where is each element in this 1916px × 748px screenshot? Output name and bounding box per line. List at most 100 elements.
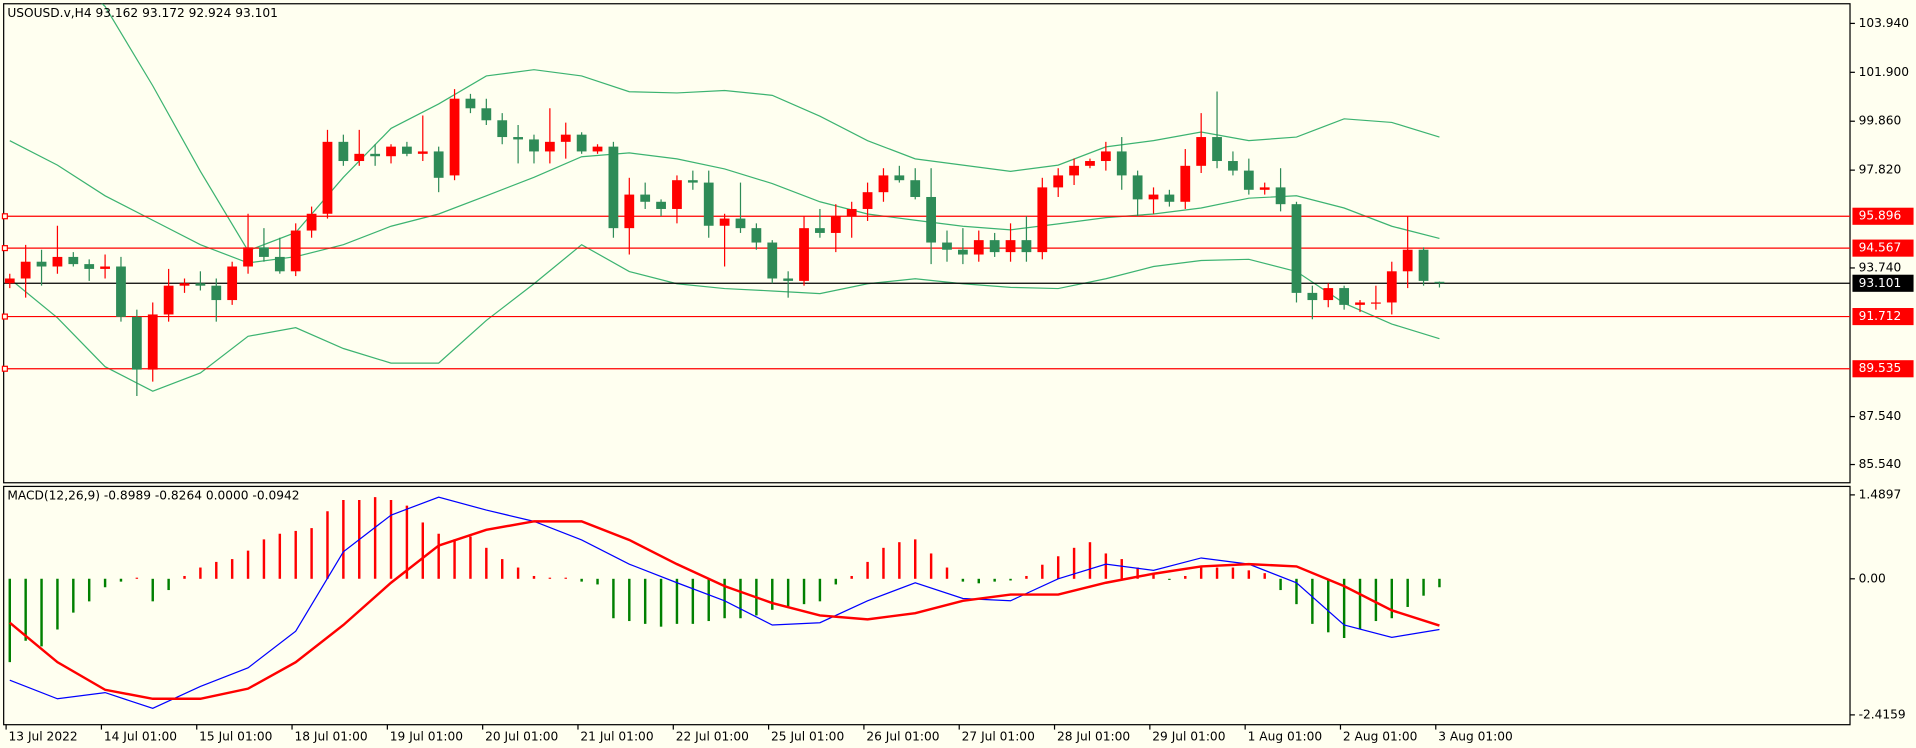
candle-body [815, 228, 825, 233]
y-tick-label: 99.860 [1859, 114, 1902, 128]
y-tick-label: 103.940 [1859, 16, 1909, 30]
candle-body [767, 242, 778, 279]
candle-body [179, 283, 190, 286]
candle-body [259, 247, 269, 257]
candle-body [1148, 194, 1159, 200]
x-tick-label: 3 Aug 01:00 [1438, 729, 1513, 743]
chart-title: USOUSD.v,H4 93.162 93.172 92.924 93.101 [7, 6, 278, 20]
level-label-box [1852, 207, 1914, 225]
candle-body [227, 266, 238, 301]
candle-body [751, 228, 762, 243]
main-plot [3, 3, 1851, 396]
candle-body [624, 194, 635, 229]
candle-body [1291, 204, 1302, 293]
candle-body [656, 201, 666, 209]
candle-body [4, 278, 15, 284]
x-tick-label: 14 Jul 01:00 [104, 729, 177, 743]
candle-body [719, 218, 730, 226]
bollinger-band [9, 243, 1440, 392]
candle-body [910, 180, 921, 197]
candle-body [1196, 137, 1207, 166]
candle-body [338, 141, 349, 162]
main-panel-frame [3, 3, 1851, 484]
candle-body [926, 196, 937, 243]
candle-body [211, 285, 222, 301]
y-tick-label: 101.900 [1859, 65, 1909, 79]
candle-body [306, 213, 317, 231]
y-tick-label: 85.540 [1859, 457, 1902, 471]
candle-body [529, 139, 539, 152]
candle-body [576, 134, 587, 152]
candle-body [417, 151, 428, 154]
candle-body [84, 264, 95, 269]
x-tick-label: 29 Jul 01:00 [1152, 729, 1225, 743]
candle-body [544, 141, 555, 152]
level-label: 94.567 [1859, 241, 1902, 255]
candle-body [147, 314, 158, 370]
level-label: 91.712 [1859, 309, 1902, 323]
candle-body [1164, 194, 1175, 202]
candle-body [370, 153, 381, 157]
candle-body [402, 146, 412, 154]
candle-body [116, 266, 126, 317]
y-tick-label: 93.740 [1859, 260, 1902, 274]
candle-body [513, 137, 523, 140]
y-tick-label: 97.820 [1859, 163, 1902, 177]
x-tick-label: 13 Jul 2022 [9, 729, 78, 743]
y-tick-label: 87.540 [1859, 409, 1902, 423]
candle-body [1085, 161, 1095, 166]
macd-line [9, 496, 1440, 710]
candle-body [465, 98, 476, 109]
candle-body [36, 261, 47, 267]
x-tick-label: 27 Jul 01:00 [962, 729, 1035, 743]
y-tick-label: 1.4897 [1859, 487, 1902, 501]
candle-body [560, 134, 571, 142]
candle-body [1323, 288, 1334, 301]
signal-line [8, 520, 1440, 701]
x-tick-label: 18 Jul 01:00 [294, 729, 367, 743]
candle-body [243, 247, 253, 267]
candle-body [958, 249, 968, 255]
level-label: 89.535 [1859, 361, 1902, 375]
axes: 103.940 101.900 99.860 97.820 93.740 87.540 85… [1, 16, 1914, 743]
candle-body [195, 283, 206, 286]
candle-body [1053, 175, 1064, 188]
candle-body [1180, 165, 1191, 202]
level-label: 95.896 [1859, 209, 1902, 223]
level-marker [1, 313, 8, 320]
macd-title: MACD(12,26,9) -0.8989 -0.8264 0.0000 -0.… [7, 489, 299, 503]
candle-body [1116, 151, 1127, 176]
x-tick-label: 26 Jul 01:00 [866, 729, 939, 743]
x-tick-label: 15 Jul 01:00 [199, 729, 272, 743]
candle-body [322, 141, 333, 214]
candle-body [1069, 165, 1079, 176]
x-tick-label: 21 Jul 01:00 [580, 729, 653, 743]
candle-body [290, 230, 301, 272]
price-label: 93.101 [1859, 276, 1902, 290]
level-marker [1, 365, 8, 372]
candle-body [1355, 302, 1365, 305]
macd-panel-frame [3, 485, 1851, 726]
price-label-box [1852, 274, 1914, 292]
candle-body [1371, 302, 1381, 304]
y-tick-label: 0.00 [1859, 571, 1886, 585]
candle-body [942, 242, 952, 250]
level-label-box [1852, 308, 1914, 326]
level-marker [1, 245, 8, 252]
candle-body [862, 192, 873, 209]
candle-body [1418, 249, 1429, 281]
candle-body [1132, 175, 1143, 200]
candle-body [1434, 281, 1445, 284]
candle-body [640, 194, 651, 202]
candle-body [68, 256, 79, 265]
candle-body [672, 180, 682, 209]
candle-body [386, 146, 396, 157]
candle-body [1005, 240, 1016, 253]
x-tick-label: 2 Aug 01:00 [1343, 729, 1418, 743]
candle-body [989, 240, 1000, 253]
candle-body [52, 256, 63, 267]
candle-body [20, 261, 31, 279]
candle-body [783, 278, 794, 281]
candle-body [1339, 288, 1350, 305]
